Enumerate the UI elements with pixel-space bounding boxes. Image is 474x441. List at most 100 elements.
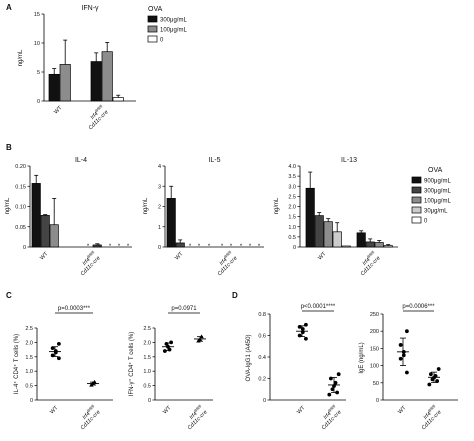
panel-c-ifng-pvalue: p=0.0971 (171, 306, 197, 312)
panel-b-il4-tick-label: 0.15 (15, 184, 26, 190)
panel-d-igg1-xlabel-wt: WT (296, 405, 307, 416)
panel-c-il4-xlabel-wt: WT (49, 405, 60, 416)
panel-c-ifng-tick-label: 0 (148, 398, 151, 404)
panel-b-il4-xlabel-ko-gene: Irf4fl/fl/fl (80, 249, 98, 267)
panel-c-ifng-ylabel: IFN-γ⁺ CD4⁺ T cells (%) (128, 332, 135, 396)
panel-d-ige-point (430, 377, 435, 382)
panel-d-ige-xlabel-ko-gene: Irf4fl/fl/fl (421, 403, 439, 421)
panel-c-ifng-point (169, 340, 174, 345)
panel-b-il4-ylabel-text: ng/mL (5, 197, 11, 214)
panel-b-il5-asterisk: * (189, 244, 192, 250)
panel-d-ige-point (405, 370, 409, 375)
panel-d-ige-xlabel-wt-text: WT (397, 405, 408, 416)
panel-b-il4-xlabel-wt: WT (39, 251, 50, 262)
panel-b-il13-tick-label: 1.5 (288, 215, 296, 221)
panel-d-ige-tick-label: 250 (370, 312, 379, 318)
panel-d-igg1-xlabel-wt-text: WT (296, 405, 307, 416)
panel-c-ifng-tick-label: 2.0 (143, 340, 151, 346)
panel-b-il4-tick-label: 0.10 (15, 205, 26, 211)
panel-d-ige-point (436, 367, 441, 371)
panel-d-igg1-ylabel-text: OVA-IgG1 (A450) (246, 335, 252, 382)
panel-b-il13-ylabel-text: ng/mL (274, 197, 280, 214)
panel-a-ylabel: ng/mL (18, 49, 24, 66)
panel-b-il5-ylabel: ng/mL (143, 197, 149, 214)
panel-d-igg1-tick-label: 0 (263, 398, 266, 404)
panel-c-il4-xlabel-ko-cre: Cd11c-cre (80, 409, 102, 431)
panel-b-il5-asterisk: * (230, 244, 233, 250)
panel-a-tick-label: 0 (37, 99, 40, 105)
panel-c-il4-tick-label: 0.5 (25, 384, 33, 390)
panel-d-ige-point (428, 372, 433, 377)
panel-d-igg1-xlabel-ko-cre: Cd11c-cre (321, 409, 343, 431)
panel-d-ige-xlabel-wt: WT (397, 405, 408, 416)
panel-b-il5-asterisk: * (198, 244, 201, 250)
panel-a-xlabel-wt: WT (53, 105, 64, 116)
panel-c-ifng-xlabel-wt-text: WT (162, 405, 173, 416)
panel-c-il4-point (53, 350, 58, 355)
panel-b-il4-ylabel: ng/mL (5, 197, 11, 214)
panel-b-il4-asterisk: * (127, 244, 130, 250)
panel-c-ifng-ylabel-text: IFN-γ⁺ CD4⁺ T cells (%) (128, 332, 135, 396)
panel-d-igg1-point (327, 392, 332, 397)
panel-b-il5-title: IL-5 (208, 157, 220, 164)
panel-a-legend-title: OVA (148, 6, 163, 13)
panel-d-ige-pvalue: p=0.0006*** (402, 304, 435, 310)
panel-a-tick-label: 10 (34, 41, 40, 47)
panel-d-igg1-point (335, 390, 340, 395)
panel-a-tick-label: 15 (34, 12, 40, 18)
panel-label-d: D (232, 291, 238, 300)
panel-b-il5-asterisk: * (258, 244, 261, 250)
panel-d-igg1-pvalue: p<0.0001**** (301, 304, 336, 310)
panel-b-il13-tick-label: 0 (293, 245, 296, 251)
panel-c-il4-point (50, 346, 55, 351)
panel-b-il13-bar (374, 242, 384, 248)
panel-c-ifng-tick-label: 2.5 (143, 326, 151, 332)
panel-b-il13-tick-label: 0.5 (288, 235, 296, 241)
panel-b-il4-bar (40, 215, 50, 248)
panel-b-legend-swatch (411, 196, 422, 204)
panel-b-il5-tick-label: 1 (158, 225, 161, 231)
panel-b-il5-tick-label: 3 (158, 184, 161, 190)
panel-d-igg1-tick-label: 0.6 (258, 334, 266, 340)
panel-c-il4-ylabel-text: IL-4⁺ CD4⁺ T cells (%) (13, 334, 20, 394)
panel-b-il5-asterisk: * (240, 244, 243, 250)
panel-d-ige-point (401, 353, 406, 358)
panel-b-il13-title: IL-13 (341, 157, 357, 164)
panel-b-il4-tick-label: 0.20 (15, 164, 26, 170)
panel-c-ifng-xlabel-ko-cre: Cd11c-cre (187, 409, 209, 431)
panel-b-il13-tick-label: 2.5 (288, 194, 296, 200)
panel-b-il4-bar (31, 183, 41, 248)
panel-d-igg1-point (336, 372, 341, 377)
panel-b-il13-bar (314, 215, 324, 248)
panel-b-il13-tick-label: 1.0 (288, 225, 296, 231)
panel-b-il13-ylabel: ng/mL (274, 197, 280, 214)
panel-b-il13-bar (341, 245, 351, 248)
panel-c-il4-tick-label: 1.0 (25, 369, 33, 375)
panel-a-legend-swatch (147, 15, 158, 23)
panel-c-il4-tick-label: 0 (30, 398, 33, 404)
panel-b-legend-swatch (411, 206, 422, 214)
panel-d-ige-point (405, 329, 409, 334)
panel-d-ige-tick-label: 0 (376, 398, 379, 404)
panel-b-il5-tick-label: 0 (158, 245, 161, 251)
panel-b-il4-xlabel-ko-cre: Cd11c-cre (80, 255, 102, 277)
panel-a-xlabel-wt-text: WT (53, 105, 64, 116)
panel-a-bar (101, 51, 113, 102)
panel-c-ifng-point (162, 349, 167, 353)
panel-b-il13-tick-label: 3.5 (288, 174, 296, 180)
panel-b-legend-title: OVA (428, 167, 443, 174)
panel-b-il4-tick-label: 0 (23, 245, 26, 251)
panel-d-ige-ylabel: IgE (ng/mL) (359, 342, 365, 373)
panel-c-ifng-tick-label: 0.5 (143, 384, 151, 390)
panel-c-ifng-tick-label: 1.0 (143, 369, 151, 375)
panel-b-il5-asterisk: * (208, 244, 211, 250)
panel-a-legend-swatch (147, 25, 158, 33)
panel-d-ige-ylabel-text: IgE (ng/mL) (359, 342, 365, 373)
panel-b-il5-xlabel-ko-cre: Cd11c-cre (217, 255, 239, 277)
panel-d-ige-point (427, 382, 432, 387)
panel-a-ylabel-text: ng/mL (18, 49, 24, 66)
